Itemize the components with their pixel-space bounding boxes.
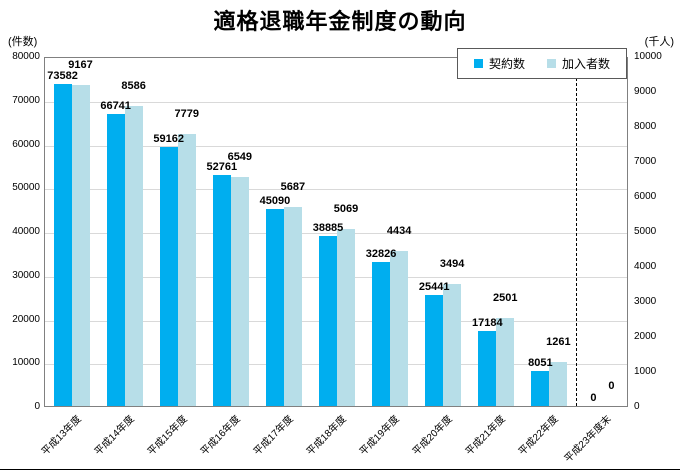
- bar-contracts: [159, 147, 178, 406]
- bar-label-contracts: 17184: [471, 316, 503, 329]
- y-axis-left-tick-label: 30000: [12, 269, 40, 281]
- y-axis-right-tick-label: 1000: [634, 366, 657, 377]
- gridline: [45, 189, 627, 191]
- bar-label-contracts: 0: [590, 392, 597, 404]
- bar-label-members: 0: [608, 380, 615, 392]
- gridline: [45, 233, 627, 234]
- x-axis-tick-label: 平成22年度: [517, 413, 562, 458]
- x-axis-tick-label: 平成15年度: [145, 413, 190, 458]
- bar-contracts: [265, 208, 284, 406]
- y-axis-left-tick-label: 60000: [12, 138, 40, 150]
- y-axis-left-tick-label: 20000: [12, 313, 40, 325]
- bar-contracts: [425, 294, 444, 406]
- bar-label-members: 3494: [439, 257, 465, 270]
- x-axis-tick-label: 平成19年度: [357, 413, 402, 458]
- bar-label-members: 4434: [386, 224, 412, 237]
- y-axis-left-tick-label: 80000: [12, 51, 40, 62]
- y-axis-right-tick-label: 9000: [634, 86, 657, 97]
- bar-contracts: [106, 114, 125, 406]
- gridline: [45, 145, 627, 147]
- bar-members: [549, 361, 568, 406]
- separator-dashed-line: [575, 58, 577, 406]
- y-axis-left-tick-label: 70000: [12, 94, 40, 106]
- bar-members: [230, 176, 249, 406]
- x-axis-tick-label: 平成17年度: [251, 413, 296, 458]
- y-axis-right-tick-label: 0: [634, 401, 640, 412]
- y-axis-right-tick-label: 8000: [634, 121, 657, 132]
- bar-label-contracts: 52761: [206, 161, 238, 174]
- legend-swatch-members-icon: [546, 59, 556, 68]
- bar-members: [390, 250, 409, 406]
- gridline: [45, 101, 627, 103]
- bar-members: [443, 283, 462, 406]
- bar-label-contracts: 32826: [365, 248, 397, 261]
- x-axis-tick-label: 平成16年度: [198, 413, 243, 458]
- bar-label-contracts: 8051: [528, 356, 553, 369]
- bar-label-members: 6549: [227, 150, 253, 163]
- bar-label-members: 1261: [546, 335, 571, 348]
- y-axis-right-tick-label: 5000: [634, 226, 657, 237]
- bar-label-contracts: 25441: [418, 280, 450, 293]
- y-axis-right-tick-label: 3000: [634, 296, 657, 307]
- bar-label-members: 7779: [174, 107, 199, 120]
- y-axis-right-tick-label: 4000: [634, 261, 657, 272]
- bar-label-members: 9167: [68, 59, 93, 72]
- y-axis-left-tick-label: 50000: [12, 182, 40, 194]
- x-axis-tick-label: 平成18年度: [304, 413, 349, 458]
- chart-title: 適格退職年金制度の動向: [213, 9, 467, 34]
- bar-members: [177, 133, 196, 406]
- x-axis-tick-label: 平成21年度: [464, 413, 508, 458]
- y-axis-right-tick-label: 7000: [634, 156, 657, 167]
- legend-item-members: 加入者数: [546, 55, 610, 72]
- bar-label-members: 5069: [333, 202, 359, 215]
- bar-members: [283, 206, 302, 406]
- bar-members: [496, 318, 515, 406]
- bar-label-contracts: 66741: [100, 100, 131, 113]
- x-axis-tick-label: 平成14年度: [92, 413, 137, 458]
- legend-swatch-contracts-icon: [473, 59, 483, 68]
- x-axis-tick-label: 平成13年度: [39, 413, 84, 458]
- legend-label-members: 加入者数: [561, 57, 610, 71]
- bar-label-contracts: 73582: [47, 70, 78, 83]
- bar-contracts: [53, 84, 72, 406]
- right-axis-unit-label: (千人): [644, 36, 674, 48]
- bar-contracts: [212, 175, 231, 406]
- y-axis-left-tick-label: 0: [34, 401, 40, 412]
- bar-label-contracts: 38885: [312, 221, 344, 234]
- bar-contracts: [319, 235, 337, 406]
- left-axis-unit-label: (件数): [8, 36, 38, 48]
- y-axis-left-tick-label: 10000: [12, 357, 40, 369]
- y-axis-right-tick-label: 2000: [634, 331, 657, 342]
- bar-label-contracts: 59162: [153, 133, 185, 146]
- bar-label-contracts: 45090: [259, 194, 291, 207]
- legend: 契約数 加入者数: [456, 48, 627, 79]
- y-axis-right-tick-label: 6000: [634, 191, 657, 202]
- bar-members: [124, 105, 143, 406]
- legend-label-contracts: 契約数: [488, 57, 525, 71]
- bar-label-members: 5687: [280, 180, 306, 193]
- bar-members: [71, 85, 90, 406]
- plot-area: 73582 9167 66741 8586 59162 7779 52761 6549 4509…: [44, 57, 628, 407]
- legend-item-contracts: 契約数: [473, 55, 525, 72]
- bar-contracts: [372, 262, 391, 406]
- bar-label-members: 2501: [493, 292, 518, 305]
- bar-label-members: 8586: [121, 79, 146, 92]
- bar-contracts: [478, 330, 497, 406]
- x-axis-tick-label: 平成20年度: [410, 413, 455, 458]
- bar-contracts: [531, 370, 550, 406]
- y-axis-left-tick-label: 40000: [12, 226, 40, 237]
- bar-members: [337, 228, 355, 406]
- x-axis-tick-label: 平成23年度末: [563, 413, 615, 465]
- y-axis-right-tick-label: 10000: [634, 51, 662, 62]
